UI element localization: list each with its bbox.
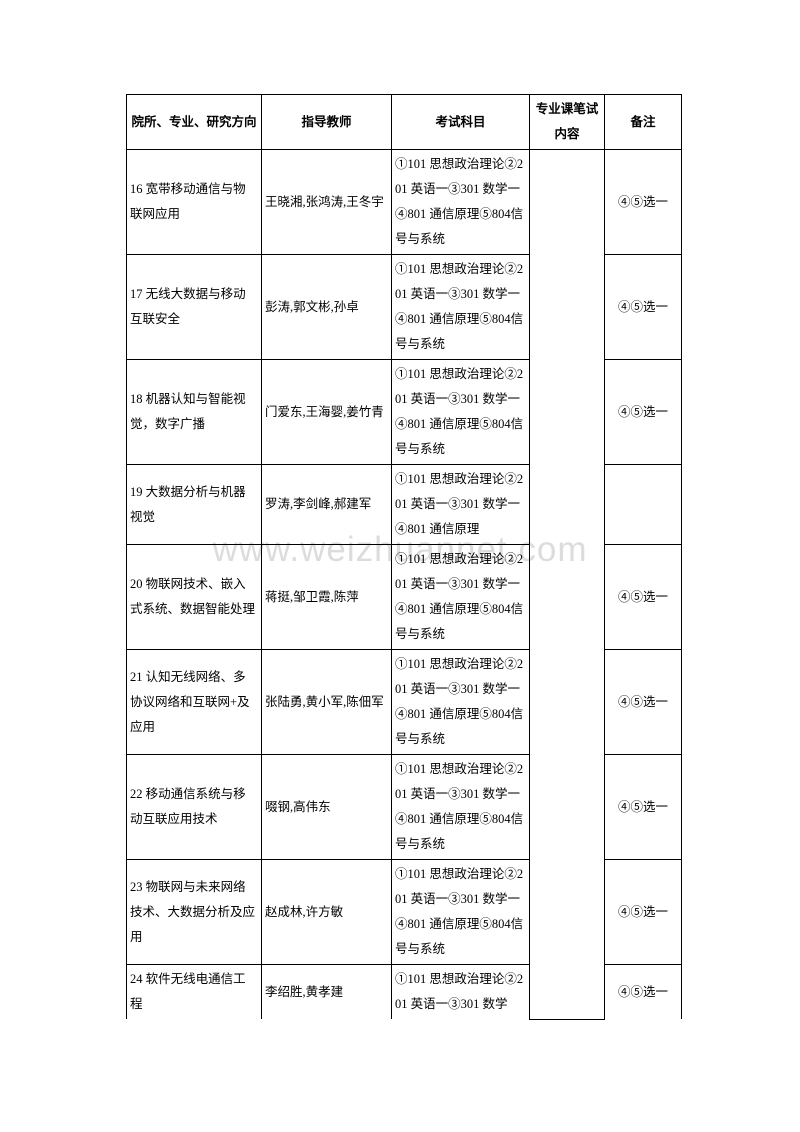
cell-exam: ①101 思想政治理论②201 英语一③301 数学一④801 通信原理⑤804…	[392, 360, 530, 465]
cell-teachers: 李绍胜,黄孝建	[262, 965, 392, 1020]
cell-exam: ①101 思想政治理论②201 英语一③301 数学一④801 通信原理⑤804…	[392, 255, 530, 360]
cell-exam: ①101 思想政治理论②201 英语一③301 数学一④801 通信原理⑤804…	[392, 755, 530, 860]
cell-teachers: 赵成林,许方敏	[262, 860, 392, 965]
cell-note: ④⑤选一	[605, 755, 682, 860]
cell-exam: ①101 思想政治理论②201 英语一③301 数学一④801 通信原理⑤804…	[392, 650, 530, 755]
header-exam: 考试科目	[392, 95, 530, 150]
cell-topic: 16 宽带移动通信与物联网应用	[127, 150, 262, 255]
cell-teachers: 王晓湘,张鸿涛,王冬宇	[262, 150, 392, 255]
cell-note: ④⑤选一	[605, 965, 682, 1020]
header-teachers: 指导教师	[262, 95, 392, 150]
cell-note: ④⑤选一	[605, 150, 682, 255]
cell-topic: 23 物联网与未来网络技术、大数据分析及应用	[127, 860, 262, 965]
cell-teachers: 啜钢,高伟东	[262, 755, 392, 860]
cell-exam: ①101 思想政治理论②201 英语一③301 数学一④801 通信原理⑤804…	[392, 150, 530, 255]
cell-exam: ①101 思想政治理论②201 英语一③301 数学一④801 通信原理⑤804…	[392, 860, 530, 965]
cell-teachers: 彭涛,郭文彬,孙卓	[262, 255, 392, 360]
cell-topic: 18 机器认知与智能视觉，数字广播	[127, 360, 262, 465]
header-note: 备注	[605, 95, 682, 150]
cell-teachers: 罗涛,李剑峰,郝建军	[262, 465, 392, 545]
cell-exam: ①101 思想政治理论②201 英语一③301 数学一④801 通信原理⑤804…	[392, 545, 530, 650]
cell-note: ④⑤选一	[605, 545, 682, 650]
cell-topic: 24 软件无线电通信工程	[127, 965, 262, 1020]
page: www.weizhuannet.com 院所、专业、研究方向 指导教师 考试科目…	[0, 0, 800, 1132]
cell-teachers: 蒋挺,邹卫霞,陈萍	[262, 545, 392, 650]
cell-exam: ①101 思想政治理论②201 英语一③301 数学一④801 通信原理	[392, 465, 530, 545]
cell-topic: 17 无线大数据与移动互联安全	[127, 255, 262, 360]
header-row: 院所、专业、研究方向 指导教师 考试科目 专业课笔试内容 备注	[127, 95, 682, 150]
cell-topic: 19 大数据分析与机器视觉	[127, 465, 262, 545]
cell-topic: 21 认知无线网络、多协议网络和互联网+及应用	[127, 650, 262, 755]
cell-topic: 20 物联网技术、嵌入式系统、数据智能处理	[127, 545, 262, 650]
cell-note: ④⑤选一	[605, 860, 682, 965]
cell-note: ④⑤选一	[605, 255, 682, 360]
header-content: 专业课笔试内容	[530, 95, 605, 150]
cell-note: ④⑤选一	[605, 360, 682, 465]
cell-topic: 22 移动通信系统与移动互联应用技术	[127, 755, 262, 860]
cell-note: ④⑤选一	[605, 650, 682, 755]
header-topic: 院所、专业、研究方向	[127, 95, 262, 150]
table-row: 16 宽带移动通信与物联网应用 王晓湘,张鸿涛,王冬宇 ①101 思想政治理论②…	[127, 150, 682, 255]
cell-note	[605, 465, 682, 545]
cell-teachers: 张陆勇,黄小军,陈佃军	[262, 650, 392, 755]
main-table: 院所、专业、研究方向 指导教师 考试科目 专业课笔试内容 备注 16 宽带移动通…	[126, 94, 682, 1020]
cell-teachers: 门爱东,王海婴,姜竹青	[262, 360, 392, 465]
cell-exam: ①101 思想政治理论②201 英语一③301 数学	[392, 965, 530, 1020]
cell-content-merged	[530, 150, 605, 1020]
